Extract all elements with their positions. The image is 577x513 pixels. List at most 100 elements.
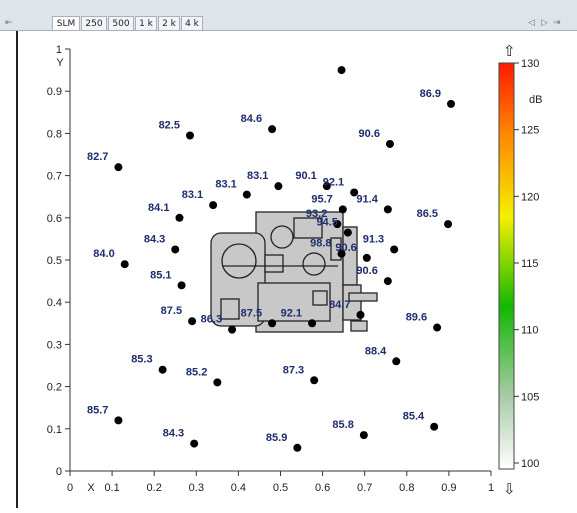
measurement-label: 84.6 <box>241 113 262 125</box>
measurement-point[interactable] <box>433 323 442 332</box>
colorbar-tick-label: 125 <box>521 125 539 137</box>
measurement-point[interactable] <box>177 281 186 290</box>
machine-foot <box>350 320 368 332</box>
measurement-point[interactable] <box>185 131 194 140</box>
machine-outline <box>210 211 378 333</box>
measurement-point[interactable] <box>209 201 218 210</box>
tab-1k[interactable]: 1 k <box>135 16 157 30</box>
axes-layer: 0 0.1 0.2 0.3 0.4 0.5 0.6 0.7 0.8 0.9 1 0 0.1 0.2 0.3 0… <box>47 44 494 494</box>
measurement-label: 91.4 <box>356 193 378 205</box>
measurement-label: 82.5 <box>159 120 180 132</box>
measurement-point[interactable] <box>274 182 283 191</box>
measurement-point[interactable] <box>188 317 197 326</box>
tab-4k[interactable]: 4 k <box>181 16 203 30</box>
measurement-label: 90.6 <box>335 242 356 254</box>
measurement-point[interactable] <box>310 376 319 385</box>
measurement-point[interactable] <box>337 66 346 75</box>
measurement-point[interactable] <box>383 277 392 286</box>
next-page-icon[interactable]: ▷ <box>541 18 548 28</box>
measurement-point[interactable] <box>322 182 331 191</box>
measurement-label: 98.8 <box>310 238 331 250</box>
machine-gear <box>264 254 284 273</box>
measurement-point[interactable] <box>447 99 456 108</box>
measurement-point[interactable] <box>343 228 352 237</box>
frequency-tab-bar: ⇤ SLM 250 500 1 k 2 k 4 k ◁ ▷ ⇥ <box>0 0 577 31</box>
x-tick-label: 0.3 <box>189 482 204 494</box>
y-tick-label: 0.5 <box>47 255 62 267</box>
tab-250[interactable]: 250 <box>81 16 107 30</box>
scale-up-icon[interactable]: ⇧ <box>503 43 516 60</box>
colorbar-tick-label: 115 <box>521 258 539 270</box>
measurement-point[interactable] <box>190 439 199 448</box>
measurement-point[interactable] <box>444 220 453 229</box>
machine-valve <box>330 237 342 261</box>
measurement-point[interactable] <box>175 213 184 222</box>
y-axis-label: Y <box>56 57 64 69</box>
colorbar-ticks: 130 125 120 115 110 105 100 <box>514 58 539 470</box>
measurement-label: 84.1 <box>148 202 169 214</box>
prev-page-icon[interactable]: ◁ <box>528 18 535 28</box>
measurement-label: 90.1 <box>295 170 316 182</box>
last-page-icon[interactable]: ⇥ <box>553 18 561 28</box>
tab-500[interactable]: 500 <box>108 16 134 30</box>
x-tick-label: 0.5 <box>273 482 288 494</box>
y-tick-label: 0.2 <box>47 382 62 394</box>
measurement-point[interactable] <box>333 220 342 229</box>
y-tick-label: 0.6 <box>47 213 62 225</box>
measurement-label: 91.3 <box>363 233 384 245</box>
measurement-label: 89.6 <box>406 312 427 324</box>
tab-2k[interactable]: 2 k <box>158 16 180 30</box>
measurement-label: 83.1 <box>215 179 236 191</box>
measurement-label: 87.3 <box>283 364 304 376</box>
machine-box <box>220 298 240 320</box>
measurement-point[interactable] <box>171 245 180 254</box>
measurement-point[interactable] <box>430 422 439 431</box>
measurement-label: 87.5 <box>241 307 262 319</box>
noise-map-panel: 0 0.1 0.2 0.3 0.4 0.5 0.6 0.7 0.8 0.9 1 0 0.1 0.2 0.3 0… <box>16 31 577 508</box>
measurement-point[interactable] <box>308 319 317 328</box>
measurement-point[interactable] <box>390 245 399 254</box>
machine-block <box>312 290 328 306</box>
measurement-point[interactable] <box>158 365 167 374</box>
measurement-point[interactable] <box>356 310 365 319</box>
measurement-point[interactable] <box>383 205 392 214</box>
y-tick-label: 0 <box>56 466 62 478</box>
measurement-point[interactable] <box>268 125 277 134</box>
measurement-point[interactable] <box>337 249 346 258</box>
first-page-icon[interactable]: ⇤ <box>5 18 13 28</box>
measurement-label: 92.1 <box>281 307 302 319</box>
measurement-point[interactable] <box>293 443 302 452</box>
measurement-point[interactable] <box>392 357 401 366</box>
scale-down-icon[interactable]: ⇩ <box>503 481 516 498</box>
colorbar-gradient <box>498 62 515 470</box>
measurement-point[interactable] <box>242 190 251 199</box>
tab-slm[interactable]: SLM <box>52 16 80 30</box>
measurement-label: 90.6 <box>356 265 377 277</box>
y-tick-label: 0.3 <box>47 339 62 351</box>
measurement-point[interactable] <box>338 205 347 214</box>
measurement-label: 85.2 <box>186 366 207 378</box>
colorbar-tick-label: 130 <box>521 58 539 70</box>
colorbar: ⇧ ⇩ dB 130 125 120 115 110 105 100 <box>498 43 542 498</box>
measurement-label: 88.4 <box>365 345 387 357</box>
measurement-point[interactable] <box>350 188 359 197</box>
measurement-point[interactable] <box>120 260 129 269</box>
measurement-point[interactable] <box>228 325 237 334</box>
y-tick-label: 0.7 <box>47 171 62 183</box>
measurement-label: 95.7 <box>311 193 332 205</box>
measurement-point[interactable] <box>114 416 123 425</box>
y-tick-label: 1 <box>56 44 62 56</box>
y-tick-label: 0.1 <box>47 424 62 436</box>
machine-panel <box>293 217 323 239</box>
measurement-point[interactable] <box>359 431 368 440</box>
measurement-point[interactable] <box>385 139 394 148</box>
measurement-label: 84.7 <box>329 299 350 311</box>
machine-pulley <box>270 225 294 249</box>
measurement-point[interactable] <box>213 378 222 387</box>
measurement-point[interactable] <box>114 163 123 172</box>
colorbar-tick-label: 100 <box>521 458 539 470</box>
measurement-points: 86.9 82.5 84.6 90.6 82.7 83.1 83.1 90.1 92.1 91.4… <box>87 66 456 452</box>
x-tick-label: 0.6 <box>315 482 330 494</box>
measurement-point[interactable] <box>362 253 371 262</box>
measurement-point[interactable] <box>268 319 277 328</box>
